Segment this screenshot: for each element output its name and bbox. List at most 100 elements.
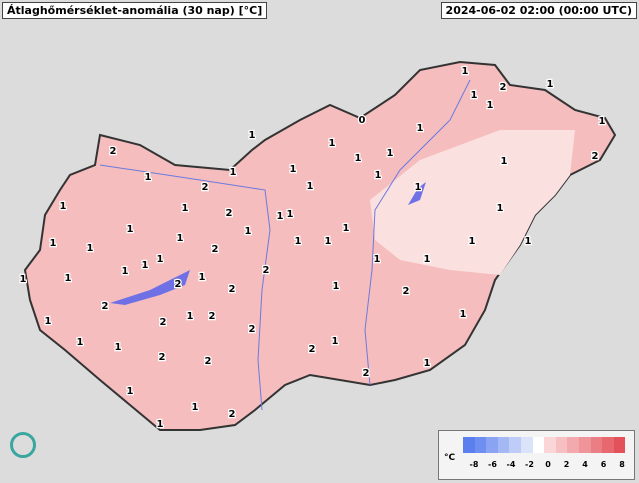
- legend-swatch: [463, 437, 475, 453]
- anomaly-value-label: 1: [424, 358, 431, 369]
- anomaly-value-label: 2: [226, 208, 233, 219]
- anomaly-value-label: 2: [205, 356, 212, 367]
- anomaly-value-label: 2: [209, 311, 216, 322]
- anomaly-value-label: 1: [50, 238, 57, 249]
- legend-tick: 0: [545, 460, 551, 469]
- legend-swatch: [532, 437, 545, 453]
- legend-swatch: [578, 437, 591, 453]
- legend-swatch: [474, 437, 487, 453]
- legend-swatch: [520, 437, 533, 453]
- anomaly-value-label: 1: [355, 153, 362, 164]
- lake-balaton: [110, 270, 190, 305]
- anomaly-value-label: 1: [87, 243, 94, 254]
- anomaly-value-label: 1: [415, 182, 422, 193]
- anomaly-value-label: 2: [160, 317, 167, 328]
- legend-tick: 6: [600, 460, 607, 469]
- anomaly-value-label: 1: [501, 156, 508, 167]
- anomaly-value-label: 2: [159, 352, 166, 363]
- anomaly-value-label: 1: [599, 116, 606, 127]
- legend-tick: 8: [619, 460, 625, 469]
- anomaly-value-label: 2: [592, 151, 599, 162]
- anomaly-value-label: 1: [307, 181, 314, 192]
- anomaly-value-label: 1: [329, 138, 336, 149]
- anomaly-value-label: 1: [182, 203, 189, 214]
- timestamp: 2024-06-02 02:00 (00:00 UTC): [440, 2, 637, 19]
- logo-icon: [10, 432, 36, 458]
- river-danube: [99, 164, 271, 411]
- anomaly-value-label: 1: [333, 281, 340, 292]
- anomaly-value-label: 1: [343, 223, 350, 234]
- anomaly-value-label: 2: [309, 344, 316, 355]
- anomaly-value-label: 1: [469, 236, 476, 247]
- anomaly-value-label: 2: [403, 286, 410, 297]
- lake-tisza: [408, 182, 426, 205]
- anomaly-value-label: 2: [229, 284, 236, 295]
- legend-tick: 4: [582, 460, 588, 469]
- anomaly-value-label: 1: [287, 209, 294, 220]
- anomaly-value-label: 1: [20, 274, 27, 285]
- anomaly-value-label: 1: [145, 172, 152, 183]
- eastern-region: [370, 130, 575, 275]
- legend-swatch: [486, 437, 498, 453]
- anomaly-value-label: 2: [363, 368, 370, 379]
- legend-swatch: [509, 437, 521, 453]
- anomaly-value-label: 2: [102, 301, 109, 312]
- anomaly-value-label: 1: [332, 336, 339, 347]
- anomaly-value-label: 1: [192, 402, 199, 413]
- anomaly-value-label: 2: [500, 82, 507, 93]
- anomaly-value-label: 1: [417, 123, 424, 134]
- anomaly-value-label: 1: [424, 254, 431, 265]
- legend-swatch: [544, 437, 556, 453]
- legend-tick: -2: [525, 460, 534, 469]
- legend-tick: -4: [506, 460, 516, 469]
- anomaly-value-label: 1: [177, 233, 184, 244]
- legend-tick: 2: [563, 460, 570, 469]
- legend-swatch: [555, 437, 568, 453]
- anomaly-value-label: 1: [142, 260, 149, 271]
- anomaly-value-label: 1: [127, 224, 134, 235]
- anomaly-value-label: 2: [175, 279, 182, 290]
- anomaly-value-label: 1: [157, 254, 164, 265]
- legend-swatch: [590, 437, 603, 453]
- anomaly-value-label: 1: [460, 309, 467, 320]
- anomaly-value-label: 1: [375, 170, 382, 181]
- anomaly-value-label: 1: [387, 148, 394, 159]
- anomaly-value-label: 1: [230, 167, 237, 178]
- anomaly-value-label: 1: [199, 272, 206, 283]
- anomaly-value-label: 1: [290, 164, 297, 175]
- anomaly-value-label: 2: [229, 409, 236, 420]
- anomaly-value-label: 1: [277, 211, 284, 222]
- anomaly-value-label: 1: [471, 90, 478, 101]
- color-legend: °C -8 -6 -4 -2 0 2 4 6 8: [438, 430, 635, 480]
- anomaly-value-label: 2: [263, 265, 270, 276]
- river-tisza: [364, 79, 471, 386]
- legend-tick: -6: [488, 460, 497, 469]
- anomaly-value-label: 1: [295, 236, 302, 247]
- anomaly-value-label: 1: [497, 203, 504, 214]
- legend-tick: -8: [469, 460, 479, 469]
- legend-swatch: [602, 437, 614, 453]
- anomaly-value-label: 1: [115, 342, 122, 353]
- anomaly-value-label: 1: [127, 386, 134, 397]
- legend-swatch: [567, 437, 579, 453]
- legend-unit: °C: [444, 453, 456, 463]
- legend-swatch: [497, 437, 510, 453]
- anomaly-value-label: 1: [547, 79, 554, 90]
- anomaly-value-label: 0: [359, 115, 366, 126]
- anomaly-value-label: 1: [525, 236, 532, 247]
- anomaly-value-label: 1: [187, 311, 194, 322]
- anomaly-value-label: 1: [65, 273, 72, 284]
- anomaly-value-label: 1: [325, 236, 332, 247]
- anomaly-value-label: 1: [487, 100, 494, 111]
- anomaly-value-label: 1: [77, 337, 84, 348]
- anomaly-value-label: 1: [249, 130, 256, 141]
- anomaly-value-label: 1: [60, 201, 67, 212]
- anomaly-value-label: 2: [110, 146, 117, 157]
- anomaly-value-label: 2: [249, 324, 256, 335]
- anomaly-value-label: 1: [245, 226, 252, 237]
- anomaly-value-label: 1: [462, 66, 469, 77]
- anomaly-value-label: 1: [374, 254, 381, 265]
- legend-swatch: [613, 437, 626, 453]
